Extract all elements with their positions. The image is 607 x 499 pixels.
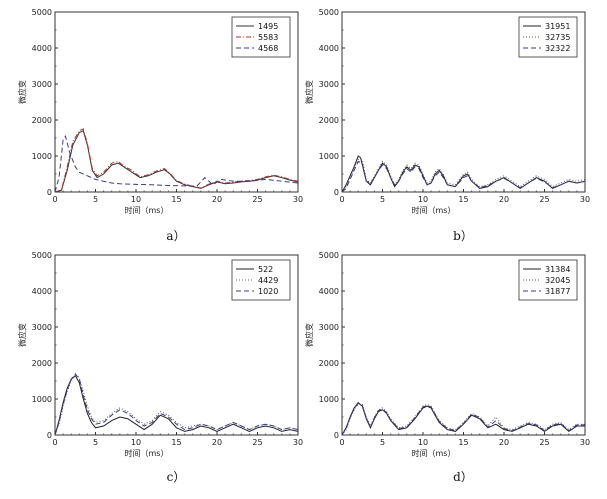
y-tick-label: 4000: [319, 44, 339, 53]
y-tick-label: 5000: [32, 251, 52, 260]
series-line-32322: [341, 160, 586, 193]
panel-caption: a）: [166, 229, 185, 243]
x-axis-label: 时间（ms）: [125, 448, 169, 458]
series-line-4568: [54, 134, 299, 193]
x-tick-label: 0: [52, 195, 57, 204]
y-axis-label: 微应变: [17, 323, 27, 347]
x-tick-label: 5: [93, 438, 98, 447]
panel-caption: b）: [453, 229, 473, 243]
panel-a: 0 5 10 15 20 25 30 0 1000 2000 3000 4000 5000 时间（ms） 微…: [17, 8, 303, 243]
y-tick-label: 3000: [32, 80, 52, 89]
y-tick-label: 2000: [319, 116, 339, 125]
y-tick-label: 4000: [32, 287, 52, 296]
legend-label: 522: [258, 265, 273, 274]
panel-d: 0 5 10 15 20 25 30 0 1000 2000 3000 4000 5000 时间（ms） 微…: [304, 251, 590, 484]
y-tick-label: 2000: [32, 116, 52, 125]
x-tick-label: 30: [293, 195, 303, 204]
x-tick-label: 20: [212, 195, 222, 204]
panel-c: 0 5 10 15 20 25 30 0 1000 2000 3000 4000 5000 时间（ms） 微…: [17, 251, 303, 484]
legend-label: 31384: [545, 265, 570, 274]
x-tick-label: 15: [458, 438, 468, 447]
x-tick-label: 15: [171, 195, 181, 204]
y-axis-label: 微应变: [304, 80, 314, 104]
legend-label: 31951: [545, 22, 570, 31]
y-axis-label: 微应变: [304, 323, 314, 347]
x-axis-label: 时间（ms）: [125, 205, 169, 215]
series-line-522: [54, 374, 299, 436]
series-line-4429: [54, 374, 299, 436]
legend-label: 4568: [258, 44, 278, 53]
legend-label: 32322: [545, 44, 570, 53]
x-tick-label: 10: [418, 195, 428, 204]
x-tick-label: 25: [539, 195, 549, 204]
x-tick-label: 25: [252, 195, 262, 204]
y-tick-label: 1000: [32, 395, 52, 404]
series-line-5583: [54, 128, 299, 193]
legend-label: 1020: [258, 287, 278, 296]
y-tick-label: 0: [334, 188, 339, 197]
legend-box: [231, 16, 291, 58]
legend-label: 32045: [545, 276, 570, 285]
x-tick-label: 0: [339, 438, 344, 447]
legend-label: 5583: [258, 33, 278, 42]
y-tick-label: 0: [47, 188, 52, 197]
series-line-1495: [54, 130, 299, 193]
legend-box: [231, 259, 291, 301]
x-tick-label: 10: [131, 438, 141, 447]
legend-label: 4429: [258, 276, 278, 285]
y-tick-label: 4000: [32, 44, 52, 53]
x-tick-label: 20: [499, 438, 509, 447]
panel-b: 0 5 10 15 20 25 30 0 1000 2000 3000 4000 5000 时间（ms） 微…: [304, 8, 590, 243]
y-tick-label: 2000: [32, 359, 52, 368]
x-tick-label: 15: [171, 438, 181, 447]
x-tick-label: 5: [93, 195, 98, 204]
y-tick-label: 3000: [319, 323, 339, 332]
x-axis-label: 时间（ms）: [412, 205, 456, 215]
y-tick-label: 3000: [319, 80, 339, 89]
legend-box: [518, 16, 578, 58]
x-tick-label: 25: [252, 438, 262, 447]
y-tick-label: 5000: [32, 8, 52, 17]
y-axis-label: 微应变: [17, 80, 27, 104]
x-tick-label: 10: [131, 195, 141, 204]
legend-label: 1495: [258, 22, 278, 31]
panel-caption: c）: [167, 470, 186, 484]
y-tick-label: 0: [334, 431, 339, 440]
y-tick-label: 2000: [319, 359, 339, 368]
y-tick-label: 1000: [319, 395, 339, 404]
y-tick-label: 1000: [319, 152, 339, 161]
x-tick-label: 30: [293, 438, 303, 447]
x-tick-label: 5: [380, 438, 385, 447]
x-tick-label: 10: [418, 438, 428, 447]
legend-box: [518, 259, 578, 301]
series-line-1020: [54, 372, 299, 436]
series-line-31384: [341, 401, 585, 436]
x-tick-label: 30: [580, 195, 590, 204]
x-tick-label: 15: [458, 195, 468, 204]
y-tick-label: 5000: [319, 8, 339, 17]
panel-caption: d）: [453, 470, 473, 484]
y-tick-label: 3000: [32, 323, 52, 332]
series-line-31877: [341, 402, 585, 436]
series-line-31951: [341, 155, 586, 193]
legend-label: 31877: [545, 287, 570, 296]
y-tick-label: 0: [47, 431, 52, 440]
x-tick-label: 30: [580, 438, 590, 447]
y-tick-label: 4000: [319, 287, 339, 296]
x-tick-label: 0: [339, 195, 344, 204]
x-tick-label: 20: [499, 195, 509, 204]
x-tick-label: 5: [380, 195, 385, 204]
y-tick-label: 5000: [319, 251, 339, 260]
series-line-32045: [341, 403, 585, 436]
legend-label: 32735: [545, 33, 570, 42]
y-tick-label: 1000: [32, 152, 52, 161]
x-tick-label: 25: [539, 438, 549, 447]
x-tick-label: 0: [52, 438, 57, 447]
x-tick-label: 20: [212, 438, 222, 447]
x-axis-label: 时间（ms）: [412, 448, 456, 458]
